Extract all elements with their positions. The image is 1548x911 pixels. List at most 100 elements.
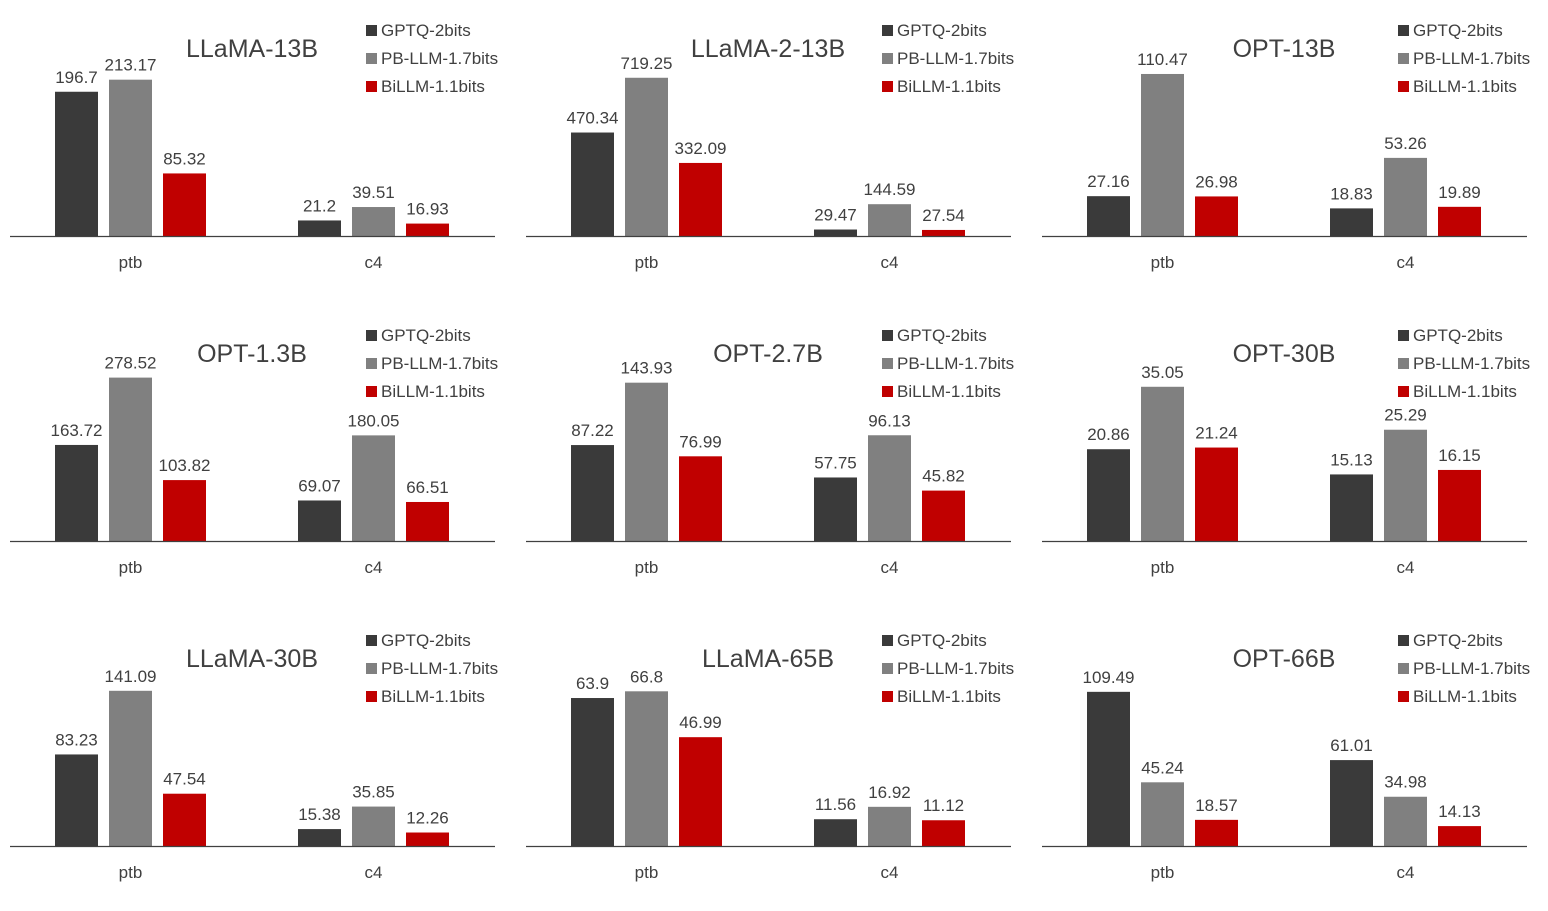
bar — [922, 490, 965, 541]
bar — [1384, 429, 1427, 541]
data-label: 87.22 — [571, 421, 614, 440]
bar-chart-svg: LLaMA-13B GPTQ-2bits PB-LLM-1.7bits BiLLM-1… — [10, 21, 498, 272]
data-label: 144.59 — [864, 180, 916, 199]
legend-label: GPTQ-2bits — [381, 326, 471, 345]
x-tick-label: c4 — [365, 253, 383, 272]
x-tick-label: c4 — [365, 863, 383, 882]
data-label: 16.15 — [1438, 446, 1481, 465]
legend-swatch — [366, 358, 377, 369]
bar — [571, 132, 614, 236]
data-label: 57.75 — [814, 453, 857, 472]
data-label: 26.98 — [1195, 172, 1238, 191]
x-tick-label: c4 — [881, 558, 899, 577]
bar — [814, 229, 857, 236]
bar — [1438, 469, 1481, 541]
chart-panel: OPT-13B GPTQ-2bits PB-LLM-1.7bits BiLLM-1.1… — [1032, 0, 1548, 301]
bar — [352, 207, 395, 236]
chart-title: OPT-2.7B — [713, 340, 823, 368]
legend-swatch — [1398, 358, 1409, 369]
data-label: 19.89 — [1438, 183, 1481, 202]
legend-label: GPTQ-2bits — [1413, 631, 1503, 650]
x-tick-label: c4 — [365, 558, 383, 577]
legend-swatch — [366, 635, 377, 646]
data-label: 15.38 — [298, 805, 341, 824]
bar — [571, 445, 614, 541]
legend-label: GPTQ-2bits — [381, 21, 471, 40]
bar — [406, 832, 449, 846]
legend-swatch — [1398, 386, 1409, 397]
legend-label: PB-LLM-1.7bits — [897, 659, 1014, 678]
chart-panel: LLaMA-13B GPTQ-2bits PB-LLM-1.7bits BiLLM-1… — [0, 0, 516, 301]
data-label: 61.01 — [1330, 736, 1373, 755]
chart-title: OPT-1.3B — [197, 340, 307, 368]
bar — [406, 223, 449, 236]
data-label: 14.13 — [1438, 802, 1481, 821]
bar — [1195, 447, 1238, 541]
data-label: 20.86 — [1087, 425, 1130, 444]
data-label: 16.92 — [868, 783, 911, 802]
data-label: 719.25 — [621, 54, 673, 73]
bar — [163, 480, 206, 541]
data-label: 35.05 — [1141, 363, 1184, 382]
legend-label: PB-LLM-1.7bits — [1413, 49, 1530, 68]
legend-swatch — [882, 386, 893, 397]
bar — [814, 477, 857, 541]
data-label: 46.99 — [679, 713, 722, 732]
legend-swatch — [882, 691, 893, 702]
data-label: 76.99 — [679, 432, 722, 451]
bar — [625, 77, 668, 236]
legend-swatch — [1398, 25, 1409, 36]
legend-label: BiLLM-1.1bits — [1413, 77, 1517, 96]
bar — [625, 382, 668, 541]
legend-swatch — [882, 358, 893, 369]
legend-swatch — [1398, 691, 1409, 702]
bar — [163, 793, 206, 846]
bar — [868, 806, 911, 846]
data-label: 18.83 — [1330, 184, 1373, 203]
bar — [679, 737, 722, 846]
chart-title: LLaMA-2-13B — [691, 35, 845, 63]
data-label: 45.24 — [1141, 758, 1184, 777]
x-tick-label: ptb — [1151, 253, 1175, 272]
data-label: 12.26 — [406, 809, 449, 828]
x-tick-label: ptb — [119, 558, 143, 577]
data-label: 85.32 — [163, 149, 206, 168]
bar — [55, 754, 98, 846]
data-label: 103.82 — [159, 456, 211, 475]
data-label: 141.09 — [105, 667, 157, 686]
bar — [571, 698, 614, 846]
bar — [55, 91, 98, 237]
bar — [868, 204, 911, 236]
data-label: 11.56 — [815, 795, 856, 814]
data-label: 332.09 — [675, 139, 727, 158]
data-label: 278.52 — [105, 354, 157, 373]
data-label: 45.82 — [922, 467, 965, 486]
bar — [1087, 449, 1130, 541]
x-tick-label: ptb — [1151, 558, 1175, 577]
legend-label: BiLLM-1.1bits — [381, 687, 485, 706]
legend-label: PB-LLM-1.7bits — [381, 354, 498, 373]
data-label: 470.34 — [567, 109, 619, 128]
chart-title: OPT-13B — [1233, 35, 1336, 63]
bar — [868, 435, 911, 541]
x-tick-label: c4 — [1397, 558, 1415, 577]
bar — [298, 500, 341, 541]
legend-swatch — [1398, 635, 1409, 646]
data-label: 21.24 — [1195, 424, 1238, 443]
legend-label: GPTQ-2bits — [1413, 21, 1503, 40]
x-tick-label: c4 — [1397, 863, 1415, 882]
bar — [1330, 208, 1373, 236]
legend-swatch — [1398, 81, 1409, 92]
bar-chart-svg: LLaMA-2-13B GPTQ-2bits PB-LLM-1.7bits BiLLM… — [526, 21, 1014, 272]
bar — [1195, 196, 1238, 236]
bar-chart-svg: LLaMA-65B GPTQ-2bits PB-LLM-1.7bits BiLLM-1… — [526, 631, 1014, 882]
legend-swatch — [366, 53, 377, 64]
legend-label: BiLLM-1.1bits — [897, 77, 1001, 96]
data-label: 63.9 — [576, 674, 609, 693]
bar — [352, 806, 395, 846]
bar-chart-svg: OPT-1.3B GPTQ-2bits PB-LLM-1.7bits BiLLM-1.… — [10, 326, 498, 577]
bar — [109, 377, 152, 541]
x-tick-label: ptb — [635, 558, 659, 577]
data-label: 53.26 — [1384, 134, 1427, 153]
